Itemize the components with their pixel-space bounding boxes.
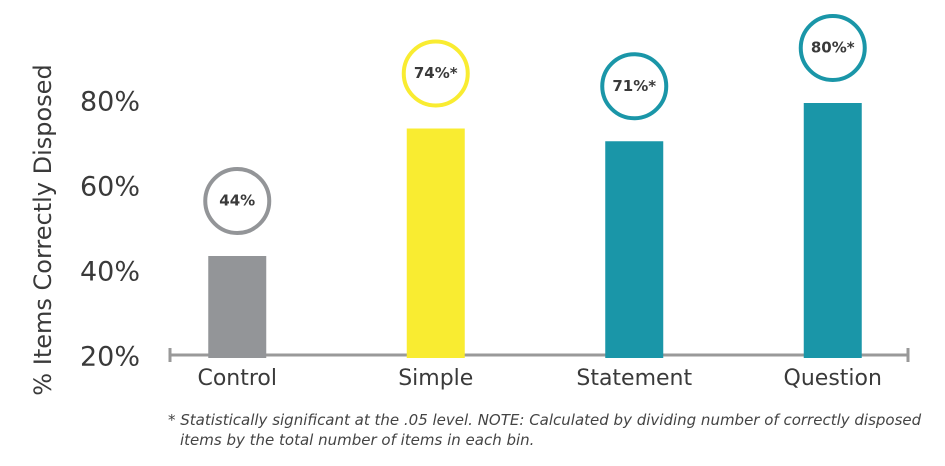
y-tick-label: 20% (80, 342, 140, 373)
label-circle (401, 39, 470, 108)
value-label: 44% (219, 192, 255, 210)
x-tick-label: Question (784, 366, 882, 391)
x-tick-label: Simple (398, 366, 473, 391)
footnote: * Statistically significant at the .05 l… (168, 411, 922, 449)
label-circle (798, 14, 867, 82)
y-axis-label: % Items Correctly Disposed (29, 64, 57, 395)
y-tick-label: 40% (80, 257, 140, 288)
label-circle (203, 167, 272, 235)
value-label: 71%* (612, 77, 656, 95)
bar (406, 128, 465, 358)
value-label: 74%* (414, 64, 458, 82)
bar (803, 103, 862, 358)
y-tick-label: 80% (80, 87, 140, 118)
label-circle (600, 52, 669, 121)
value-label: 80%* (811, 39, 855, 57)
x-tick-label: Control (197, 366, 277, 391)
bar (208, 256, 267, 358)
bar (605, 141, 664, 358)
y-tick-label: 60% (80, 172, 140, 203)
x-tick-label: Statement (576, 366, 692, 391)
